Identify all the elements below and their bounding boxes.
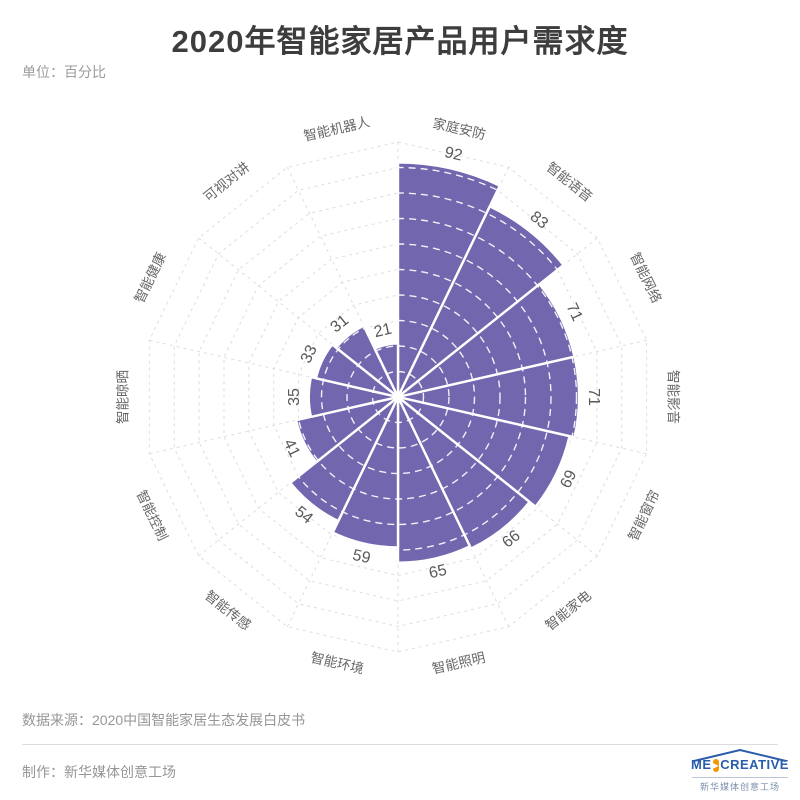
- category-label: 智能控制: [134, 488, 171, 543]
- chart-sector-可视对讲[interactable]: [334, 324, 400, 399]
- chart-sector-智能语音[interactable]: [396, 205, 565, 399]
- value-label: 71: [562, 301, 585, 325]
- logo-text-pre: ME: [691, 757, 712, 772]
- sector-ring: [320, 319, 476, 475]
- category-label: 智能语音: [544, 159, 596, 205]
- category-label: 智能家电: [542, 587, 594, 633]
- sector-ring: [290, 268, 527, 526]
- value-label: 83: [527, 208, 552, 232]
- sector-ring: [371, 370, 425, 424]
- value-label: 21: [372, 321, 393, 342]
- sector-ring: [295, 294, 501, 500]
- logo-wordmark: ME ▶ CREATIVE: [691, 757, 789, 773]
- logo-text-post: CREATIVE: [720, 757, 789, 772]
- value-label: 33: [298, 342, 321, 366]
- category-label: 家庭安防: [431, 115, 487, 143]
- category-label: 智能环境: [309, 650, 365, 677]
- sector-ring: [290, 166, 580, 563]
- chart-sector-智能机器人[interactable]: [373, 342, 400, 399]
- category-label: 智能网络: [627, 250, 664, 306]
- grid-ring: [223, 217, 573, 577]
- value-label: 92: [443, 144, 464, 165]
- grid-ring: [198, 192, 598, 602]
- category-label: 智能照明: [431, 650, 487, 677]
- category-label: 智能晾晒: [116, 370, 131, 424]
- category-label: 智能机器人: [302, 114, 372, 144]
- grid-ring: [148, 141, 648, 653]
- category-label: 智能窗帘: [625, 487, 663, 543]
- sector-ring: [290, 243, 552, 551]
- category-label: 可视对讲: [201, 159, 253, 204]
- rose-chart: 92 家庭安防 83 智能语音 71 智能网络 71 智能影音 69 智能窗帘 66 智能家电 65 智能…: [0, 80, 800, 700]
- page-title: 2020年智能家居产品用户需求度: [171, 24, 629, 59]
- logo-roof-icon: [693, 748, 787, 762]
- footer-divider: [22, 744, 778, 745]
- chart-sector-智能控制[interactable]: [294, 395, 400, 464]
- logo-subline: 新华媒体创意工场: [692, 777, 788, 793]
- value-label: 41: [280, 437, 303, 461]
- chart-sector-智能健康[interactable]: [314, 343, 400, 399]
- play-icon: ▶: [712, 758, 720, 772]
- category-label: 智能影音: [665, 370, 681, 424]
- sector-ring: [290, 192, 580, 563]
- chart-sector-智能影音[interactable]: [396, 355, 581, 439]
- value-label: 66: [499, 527, 524, 551]
- brand-logo: ME ▶ CREATIVE 新华媒体创意工场: [691, 748, 789, 794]
- value-label: 65: [427, 562, 448, 583]
- value-label: 59: [351, 547, 372, 568]
- chart-sector-智能照明[interactable]: [396, 395, 472, 564]
- sector-ring: [290, 217, 578, 563]
- value-label: 69: [557, 467, 580, 491]
- data-source-text: 数据来源：2020中国智能家居生态发展白皮书: [22, 712, 306, 728]
- grid-ring: [173, 166, 623, 628]
- value-label: 35: [286, 388, 303, 406]
- chart-sector-智能环境[interactable]: [331, 395, 400, 549]
- producer-text: 制作：新华媒体创意工场: [22, 764, 176, 780]
- category-label: 智能健康: [131, 249, 169, 305]
- chart-sector-智能晾晒[interactable]: [307, 375, 400, 419]
- unit-label: 单位：百分比: [22, 64, 106, 80]
- sector-ring: [346, 345, 450, 449]
- chart-sector-智能家电[interactable]: [396, 395, 531, 550]
- value-label: 71: [585, 388, 602, 406]
- value-label: 54: [291, 503, 316, 527]
- value-label: 31: [328, 312, 353, 336]
- chart-sector-智能传感[interactable]: [289, 395, 400, 523]
